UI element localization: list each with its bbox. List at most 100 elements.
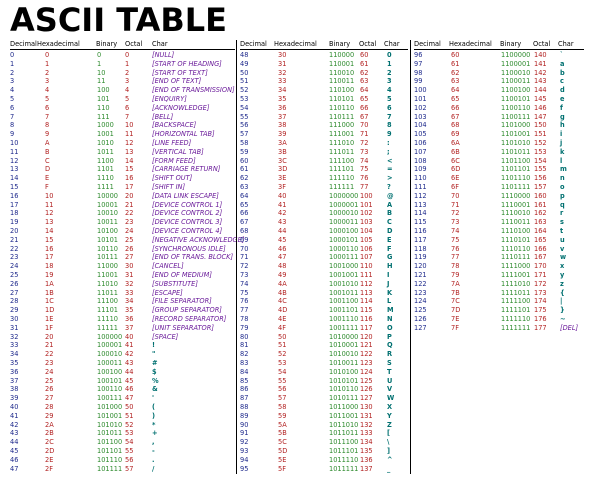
table-row: 117 75 1110101 165 u	[414, 236, 584, 245]
hexadecimal-cell: 51	[278, 341, 287, 350]
octal-cell: 142	[534, 68, 547, 77]
decimal-cell: 13	[10, 165, 19, 174]
column-header-binary: Binary	[500, 40, 522, 48]
char-cell: [SUBSTITUTE]	[152, 279, 198, 288]
table-row: 5 5 101 5 [ENQUIRY]	[10, 95, 235, 104]
octal-cell: 43	[125, 359, 134, 367]
hexadecimal-cell: 60	[451, 51, 460, 59]
hexadecimal-cell: 76	[451, 244, 460, 253]
decimal-cell: 89	[240, 411, 249, 420]
decimal-cell: 55	[240, 112, 249, 121]
table-row: 80 50 1010000 120 P	[240, 333, 408, 342]
decimal-cell: 113	[414, 200, 427, 209]
decimal-cell: 65	[240, 200, 249, 209]
decimal-cell: 45	[10, 447, 19, 455]
decimal-cell: 17	[10, 200, 19, 209]
decimal-cell: 54	[240, 103, 249, 112]
table-row: 25 19 11001 31 [END OF MEDIUM]	[10, 271, 235, 280]
char-cell: [ACKNOWLEDGE]	[152, 103, 210, 112]
octal-cell: 132	[360, 420, 373, 429]
decimal-cell: 78	[240, 315, 249, 323]
table-row: 10 A 1010 12 [LINE FEED]	[10, 139, 235, 148]
table-row: 42 2A 101010 52 *	[10, 421, 235, 430]
binary-cell: 101100	[97, 438, 123, 447]
header-rule	[240, 49, 408, 50]
octal-cell: 135	[360, 447, 373, 455]
char-cell: b	[560, 68, 565, 77]
octal-cell: 55	[125, 447, 134, 455]
hexadecimal-cell: 6E	[451, 174, 460, 183]
octal-cell: 35	[125, 306, 134, 315]
binary-cell: 100110	[97, 385, 123, 394]
char-cell: [ESCAPE]	[152, 288, 183, 297]
decimal-cell: 58	[240, 139, 249, 147]
decimal-cell: 3	[10, 77, 15, 86]
char-cell: [CARRIAGE RETURN]	[152, 165, 221, 174]
hexadecimal-cell: 56	[278, 385, 287, 394]
octal-cell: 174	[534, 297, 547, 306]
table-row: 68 44 1000100 104 D	[240, 227, 408, 236]
decimal-cell: 34	[10, 350, 19, 359]
octal-cell: 4	[125, 86, 130, 95]
char-cell: 9	[387, 130, 392, 139]
char-cell: "	[152, 350, 156, 359]
char-cell: [DEVICE CONTROL 2]	[152, 209, 223, 218]
char-cell: '	[152, 394, 155, 403]
binary-cell: 1101011	[501, 147, 531, 156]
decimal-cell: 123	[414, 288, 427, 297]
decimal-cell: 44	[10, 438, 19, 447]
char-cell: >	[387, 174, 393, 183]
hexadecimal-cell: C	[45, 156, 50, 165]
decimal-cell: 20	[10, 227, 19, 235]
binary-cell: 101001	[97, 411, 123, 420]
octal-cell: 143	[534, 77, 547, 86]
decimal-cell: 7	[10, 112, 15, 121]
char-cell: ?	[387, 183, 391, 191]
decimal-cell: 53	[240, 95, 249, 103]
hexadecimal-cell: 34	[278, 86, 287, 95]
table-row: 61 3D 111101 75 =	[240, 165, 408, 174]
decimal-cell: 122	[414, 279, 427, 288]
hexadecimal-cell: 1C	[45, 297, 54, 306]
octal-cell: 133	[360, 429, 373, 438]
binary-cell: 1000011	[329, 218, 359, 227]
column-header-binary: Binary	[96, 40, 118, 48]
char-cell: T	[387, 367, 392, 376]
binary-cell: 1010101	[329, 376, 359, 385]
hexadecimal-cell: 52	[278, 350, 287, 359]
octal-cell: 136	[360, 455, 373, 464]
decimal-cell: 119	[414, 253, 427, 262]
octal-cell: 141	[534, 59, 547, 68]
hexadecimal-cell: 53	[278, 359, 287, 367]
decimal-cell: 120	[414, 262, 427, 271]
table-row: 17 11 10001 21 [DEVICE CONTROL 1]	[10, 201, 235, 210]
octal-cell: 74	[360, 156, 369, 165]
binary-cell: 1101	[97, 165, 114, 174]
hexadecimal-cell: 1B	[45, 288, 54, 297]
header-rule	[414, 49, 584, 50]
octal-cell: 27	[125, 253, 134, 262]
table-row: 44 2C 101100 54,	[10, 438, 235, 447]
binary-cell: 1010100	[329, 367, 359, 376]
binary-cell: 1111010	[501, 279, 531, 288]
hexadecimal-cell: 19	[45, 271, 54, 279]
decimal-cell: 5	[10, 95, 15, 103]
binary-cell: 111001	[329, 130, 355, 139]
binary-cell: 10100	[97, 227, 118, 235]
hexadecimal-cell: 78	[451, 262, 460, 271]
char-cell: O	[387, 323, 393, 332]
char-cell: [	[387, 429, 391, 438]
char-cell: Q	[387, 341, 393, 350]
binary-cell: 1001110	[329, 315, 359, 323]
hexadecimal-cell: 24	[45, 367, 54, 376]
char-cell: [END OF MEDIUM]	[152, 271, 212, 279]
decimal-cell: 73	[240, 271, 249, 279]
table-row: 2 2 10 2 [START OF TEXT]	[10, 69, 235, 78]
binary-cell: 101101	[97, 447, 123, 455]
binary-cell: 1110000	[501, 191, 531, 200]
char-cell: _	[387, 464, 391, 473]
decimal-cell: 90	[240, 420, 249, 429]
octal-cell: 15	[125, 165, 134, 174]
octal-cell: 140	[534, 51, 547, 59]
hexadecimal-cell: 6C	[451, 156, 460, 165]
